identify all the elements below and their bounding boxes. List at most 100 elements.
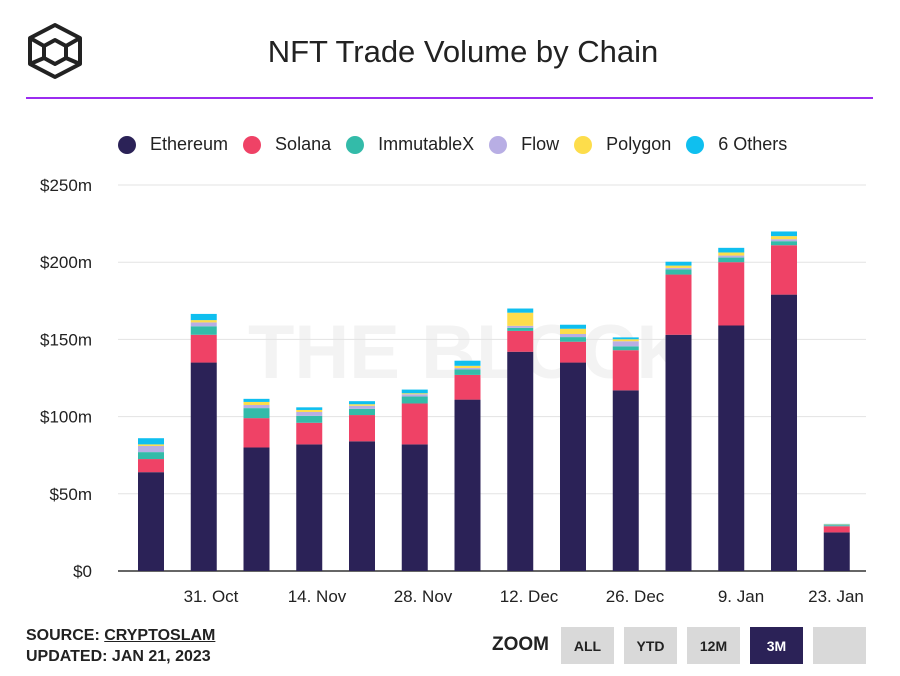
bar-segment-ethereum xyxy=(454,399,481,571)
bar-segment-flow xyxy=(718,255,745,258)
zoom-all-button[interactable]: ALL xyxy=(561,627,614,664)
bar-segment-ethereum xyxy=(612,390,639,571)
bar-segment-polygon xyxy=(665,265,692,268)
bar-segment-ethereum xyxy=(190,362,217,571)
bar-segment-ethereum xyxy=(243,447,270,571)
legend-label: Polygon xyxy=(606,134,672,154)
bar-segment-flow xyxy=(823,524,850,526)
bar-segment-immutablex xyxy=(560,337,586,342)
bar-segment-polygon xyxy=(138,444,164,446)
legend-item[interactable]: Solana xyxy=(243,134,331,155)
legend-label: ImmutableX xyxy=(378,134,475,154)
zoom-12m-button[interactable]: 12M xyxy=(687,627,740,664)
legend-item[interactable]: 6 Others xyxy=(686,134,787,155)
y-tick-label: $0 xyxy=(73,562,92,581)
legend: Ethereum Solana ImmutableX Flow Polygon 6 Oth… xyxy=(118,134,802,155)
bar-segment-ethereum xyxy=(560,362,586,571)
bar-segment-flow xyxy=(454,367,481,370)
updated-text: UPDATED: JAN 21, 2023 xyxy=(26,648,211,665)
bar-segment-flow xyxy=(612,341,639,347)
bar-segment-flow xyxy=(507,325,534,328)
bar-segment-ethereum xyxy=(401,444,428,571)
bar-segment-polygon xyxy=(190,320,217,323)
bar-segment-flow xyxy=(401,394,428,397)
the-block-logo xyxy=(28,23,82,79)
bar-segment-solana xyxy=(560,341,586,363)
x-tick-label: 14. Nov xyxy=(288,587,347,606)
bar-segment-immutablex xyxy=(612,346,639,351)
bar-segment-6-others xyxy=(401,389,428,394)
x-tick-label: 9. Jan xyxy=(718,587,764,606)
source-label: SOURCE: xyxy=(26,627,100,644)
y-tick-label: $200m xyxy=(40,253,92,272)
bar-segment-6-others xyxy=(454,360,481,366)
bar-segment-ethereum xyxy=(507,351,534,571)
bar-segment-immutablex xyxy=(138,452,164,460)
bar-segment-immutablex xyxy=(349,408,375,416)
title-divider xyxy=(26,97,873,99)
bar-segment-solana xyxy=(823,526,850,533)
bar-segment-solana xyxy=(138,459,164,473)
bar-segment-flow xyxy=(190,322,217,327)
zoom-label: ZOOM xyxy=(492,634,549,655)
bar-segment-solana xyxy=(243,418,270,448)
bar-segment-ethereum xyxy=(138,472,164,571)
bar-segment-polygon xyxy=(243,401,270,406)
bar-segment-flow xyxy=(243,405,270,409)
legend-item[interactable]: Polygon xyxy=(574,134,671,155)
bar-segment-polygon xyxy=(771,236,797,240)
x-tick-label: 28. Nov xyxy=(394,587,453,606)
bar-segment-immutablex xyxy=(296,415,323,423)
legend-dot-icon xyxy=(574,135,593,154)
bar-segment-solana xyxy=(507,330,534,352)
bar-segment-polygon xyxy=(612,339,639,342)
source-link[interactable]: CRYPTOSLAM xyxy=(104,627,216,644)
bar-segment-6-others xyxy=(665,261,692,266)
bar-segment-ethereum xyxy=(823,532,850,571)
bar-segment-6-others xyxy=(560,324,586,329)
y-tick-label: $250m xyxy=(40,176,92,195)
legend-dot-icon xyxy=(686,135,705,154)
bar-segment-6-others xyxy=(296,407,323,410)
bar-segment-solana xyxy=(190,334,217,363)
bar-segment-polygon xyxy=(823,524,850,525)
bar-segment-solana xyxy=(665,274,692,335)
legend-label: Ethereum xyxy=(150,134,229,154)
bar-segment-6-others xyxy=(349,401,375,405)
y-tick-label: $100m xyxy=(40,408,92,427)
bar-segment-immutablex xyxy=(454,369,481,375)
bar-segment-flow xyxy=(560,333,586,338)
x-tick-label: 26. Dec xyxy=(606,587,665,606)
y-tick-label: $50m xyxy=(49,485,92,504)
zoom-ytd-button[interactable]: YTD xyxy=(624,627,677,664)
bar-segment-6-others xyxy=(190,313,217,321)
bar-segment-flow xyxy=(349,405,375,409)
bar-segment-flow xyxy=(138,445,164,453)
legend-item[interactable]: Flow xyxy=(489,134,559,155)
bar-segment-polygon xyxy=(718,252,745,256)
legend-dot-icon xyxy=(346,135,365,154)
bar-segment-6-others xyxy=(823,523,850,525)
bar-segment-6-others xyxy=(612,337,639,340)
bar-segment-polygon xyxy=(560,328,586,334)
bar-segment-solana xyxy=(296,422,323,445)
x-tick-label: 31. Oct xyxy=(184,587,239,606)
bar-segment-solana xyxy=(401,403,428,445)
bar-segment-immutablex xyxy=(665,269,692,275)
legend-label: 6 Others xyxy=(718,134,788,154)
bar-segment-flow xyxy=(771,239,797,242)
zoom-3m-button[interactable]: 3M xyxy=(750,627,803,664)
bar-segment-polygon xyxy=(507,312,534,326)
bar-segment-immutablex xyxy=(243,408,270,419)
legend-item[interactable]: ImmutableX xyxy=(346,134,474,155)
bar-segment-flow xyxy=(665,267,692,270)
bar-segment-polygon xyxy=(454,365,481,368)
bar-segment-immutablex xyxy=(771,241,797,246)
bar-segment-immutablex xyxy=(190,326,217,335)
legend-item[interactable]: Ethereum xyxy=(118,134,228,155)
zoom-extra-button[interactable] xyxy=(813,627,866,664)
bar-segment-ethereum xyxy=(349,441,375,571)
x-tick-label: 12. Dec xyxy=(500,587,559,606)
